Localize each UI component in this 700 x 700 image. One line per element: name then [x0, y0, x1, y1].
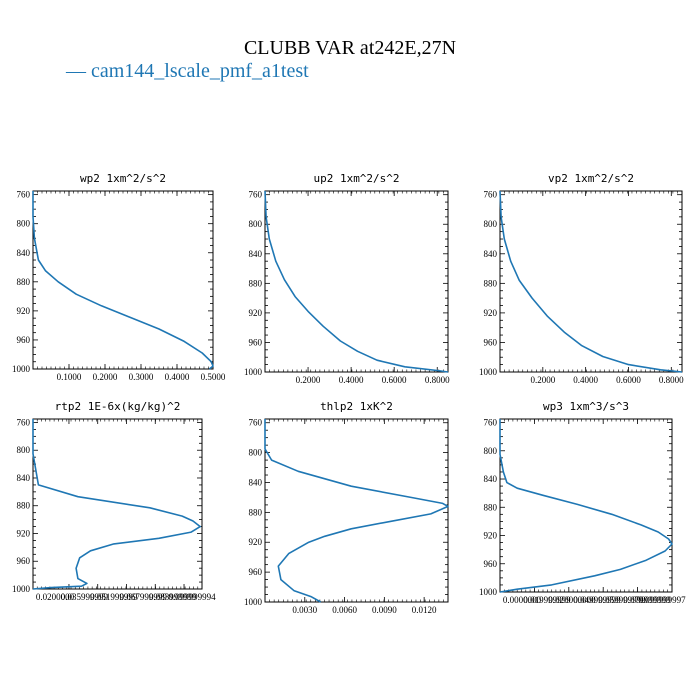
panel-1: wp2 1xm^2/s^2 760 800 840 880 920 960 1000 0.100…	[12, 172, 226, 382]
y-tick-label: 960	[484, 559, 498, 569]
x-tick-label: 0.2000	[93, 372, 118, 382]
panel-6: wp3 1xm^3/s^3 760 800 840 880 920 960 1000 0.000…	[479, 400, 686, 605]
x-tick-label: 0.0090	[372, 605, 397, 615]
x-tick-label: 0.051999999	[90, 592, 138, 602]
series-line	[264, 190, 449, 373]
y-tick-label: 800	[249, 219, 263, 229]
x-tick-label: 0.019999999	[523, 595, 571, 605]
panel-title: up2 1xm^2/s^2	[313, 172, 399, 185]
x-tick-label: 0.0060	[332, 605, 357, 615]
x-tick-label: 0.035999999	[61, 592, 109, 602]
x-tick-label: 0.083999999	[149, 592, 197, 602]
x-tick-label: 0.099999994	[168, 592, 216, 602]
y-tick-label: 1000	[12, 584, 31, 594]
x-tick-label: 0.049999999	[573, 595, 621, 605]
y-tick-label: 880	[17, 501, 31, 511]
y-tick-label: 760	[17, 190, 31, 200]
panel-4: rtp2 1E-6x(kg/kg)^2 760 800 840 880 920 960 100…	[12, 400, 216, 602]
y-tick-label: 880	[484, 278, 498, 288]
x-tick-label: 0.1000	[57, 372, 82, 382]
y-tick-label: 920	[17, 528, 31, 538]
x-tick-label: 0.0120	[412, 605, 437, 615]
x-tick-label: 0.059999999	[598, 595, 646, 605]
x-tick-label: 0.067999999	[120, 592, 168, 602]
y-tick-label: 840	[249, 249, 263, 259]
panel-title: wp3 1xm^3/s^3	[543, 400, 629, 413]
y-tick-label: 920	[484, 308, 498, 318]
y-tick-label: 960	[17, 335, 31, 345]
x-tick-label: 0.4000	[339, 375, 364, 385]
x-tick-label: 0.079999999	[623, 595, 671, 605]
plot-frame	[499, 190, 683, 373]
y-tick-label: 840	[17, 473, 31, 483]
plot-frame	[32, 418, 203, 590]
y-tick-label: 760	[249, 418, 263, 428]
y-tick-label: 880	[17, 277, 31, 287]
y-tick-label: 840	[17, 248, 31, 258]
panel-title: vp2 1xm^2/s^2	[548, 172, 634, 185]
y-tick-label: 1000	[244, 367, 263, 377]
y-tick-label: 840	[484, 249, 498, 259]
panel-5: thlp2 1xK^2 760 800 840 880 920 960 1000 0.0030 0…	[244, 400, 449, 615]
y-tick-label: 880	[484, 502, 498, 512]
series-line	[32, 419, 201, 590]
figure-title: CLUBB VAR at242E,27N	[244, 37, 456, 59]
x-tick-label: 0.2000	[296, 375, 321, 385]
x-tick-label: 0.099999997	[638, 595, 686, 605]
series-line	[32, 191, 214, 370]
x-tick-label: 0.5000	[201, 372, 226, 382]
y-tick-label: 800	[17, 219, 31, 229]
y-tick-label: 760	[484, 418, 498, 428]
panel-title: rtp2 1E-6x(kg/kg)^2	[55, 400, 181, 413]
y-tick-label: 960	[17, 556, 31, 566]
y-tick-label: 960	[484, 337, 498, 347]
y-tick-label: 920	[484, 531, 498, 541]
y-tick-label: 1000	[244, 597, 263, 607]
y-tick-label: 920	[249, 537, 263, 547]
x-tick-label: 0.8000	[425, 375, 450, 385]
panel-3: vp2 1xm^2/s^2 760 800 840 880 920 960 1000 0.200…	[479, 172, 684, 385]
y-tick-label: 840	[249, 477, 263, 487]
x-tick-label: 0.020000000	[548, 595, 596, 605]
x-tick-label: 0.4000	[165, 372, 190, 382]
y-tick-label: 800	[484, 446, 498, 456]
y-tick-label: 760	[249, 190, 263, 200]
y-tick-label: 760	[17, 417, 31, 427]
y-tick-label: 1000	[479, 587, 498, 597]
x-tick-label: 0.0200000	[36, 592, 75, 602]
y-tick-label: 800	[17, 445, 31, 455]
y-tick-label: 800	[249, 448, 263, 458]
y-tick-label: 960	[249, 567, 263, 577]
legend-label: — cam144_lscale_pmf_a1test	[65, 60, 309, 82]
series-line	[499, 419, 673, 593]
x-tick-label: 0.4000	[573, 375, 598, 385]
y-tick-label: 880	[249, 507, 263, 517]
x-tick-label: 0.0030	[292, 605, 317, 615]
y-tick-label: 1000	[479, 367, 498, 377]
panel-2: up2 1xm^2/s^2 760 800 840 880 920 960 1000 0.200…	[244, 172, 450, 385]
y-tick-label: 880	[249, 278, 263, 288]
series-line	[264, 419, 449, 603]
x-tick-label: 0.6000	[382, 375, 407, 385]
y-tick-label: 840	[484, 474, 498, 484]
x-tick-label: 0.0000000	[503, 595, 542, 605]
y-tick-label: 1000	[12, 364, 31, 374]
panel-title: thlp2 1xK^2	[320, 400, 393, 413]
y-tick-label: 920	[17, 306, 31, 316]
series-line	[499, 190, 683, 373]
plot-frame	[264, 190, 449, 373]
y-tick-label: 960	[249, 337, 263, 347]
y-tick-label: 920	[249, 308, 263, 318]
y-tick-label: 760	[484, 190, 498, 200]
x-tick-label: 0.3000	[129, 372, 154, 382]
x-tick-label: 0.8000	[659, 375, 684, 385]
y-tick-label: 800	[484, 219, 498, 229]
plot-frame	[499, 418, 673, 593]
x-tick-label: 0.2000	[530, 375, 555, 385]
x-tick-label: 0.6000	[616, 375, 641, 385]
plot-frame	[264, 418, 449, 603]
panel-title: wp2 1xm^2/s^2	[80, 172, 166, 185]
